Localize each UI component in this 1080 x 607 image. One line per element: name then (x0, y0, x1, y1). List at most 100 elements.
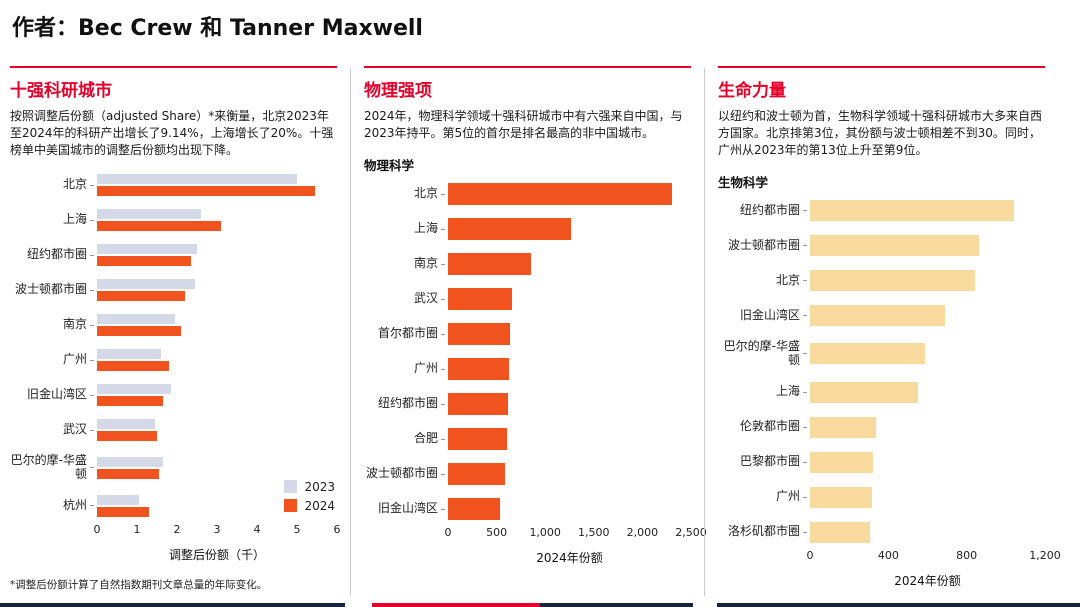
bar-row: 合肥 (364, 428, 691, 451)
bar-2024 (97, 291, 185, 302)
bar-row: 巴尔的摩-华盛顿 (10, 453, 337, 482)
bar-row: 纽约都市圈 (718, 200, 1045, 222)
bar-group (448, 393, 691, 416)
bar-2024 (810, 200, 1014, 222)
chart-axis: 0 400 800 1,200 (807, 548, 1061, 563)
axis-tick-label: 1 (133, 522, 141, 536)
bar-row: 巴黎都市圈 (718, 451, 1045, 473)
bar-2024 (810, 521, 870, 543)
tick-mark (90, 289, 94, 291)
bar-row: 上海 (10, 209, 337, 232)
bar-group (97, 494, 337, 517)
bar-2023 (97, 314, 175, 325)
category-label: 巴尔的摩-华盛顿 (723, 339, 800, 367)
bar-2024 (97, 506, 149, 517)
axis-tick-label: 1,500 (578, 526, 610, 540)
category-label: 北京 (413, 186, 438, 201)
legend-swatch-2023 (284, 480, 298, 494)
section-life-sciences: 生命力量 以纽约和波士顿为首，生物科学领域十强科研城市大多来自西方国家。北京排第… (704, 66, 1061, 596)
section-physics: 物理强项 2024年，物理科学领域十强科研城市中有六强来自中国，与2023年持平… (350, 66, 707, 596)
category-label: 北京 (62, 177, 87, 192)
axis-title: 调整后份额（千） (168, 547, 265, 562)
bar-2024 (97, 431, 157, 442)
category-label: 纽约都市圈 (26, 247, 87, 262)
bar-group (810, 451, 1045, 473)
axis-tick-label: 3 (213, 522, 221, 536)
bar-group (97, 384, 337, 407)
bar-2023 (97, 244, 197, 255)
bar-group (97, 244, 337, 267)
axis-tick-label: 2 (173, 522, 181, 536)
tick-mark (90, 254, 94, 256)
chart-subtitle-life-sciences: 生物科学 (718, 175, 769, 191)
bar-2024 (448, 183, 672, 206)
tick-mark (803, 245, 807, 247)
bar-row: 武汉 (10, 419, 337, 442)
bar-row: 波士顿都市圈 (364, 463, 691, 486)
bar-group (810, 200, 1045, 222)
bar-2023 (97, 419, 155, 430)
section-title-life-sciences: 生命力量 (718, 81, 786, 101)
page-title: 作者：Bec Crew 和 Tanner Maxwell (12, 16, 423, 41)
tick-mark (803, 353, 807, 355)
main-content: 十强科研城市 按照调整后份额（adjusted Share）*来衡量，北京202… (0, 42, 1080, 596)
category-label: 巴尔的摩-华盛顿 (10, 453, 87, 481)
bar-2024 (810, 451, 874, 473)
bar-2024 (448, 288, 513, 311)
category-label: 首尔都市圈 (377, 326, 438, 341)
axis-tick-label: 400 (877, 548, 899, 562)
tick-mark (441, 403, 445, 405)
bar-group (810, 235, 1045, 257)
bar-row: 旧金山湾区 (718, 305, 1045, 327)
tick-mark (90, 467, 94, 469)
bar-group (97, 209, 337, 232)
bar-group (97, 456, 337, 479)
bar-row: 旧金山湾区 (10, 384, 337, 407)
bar-2024 (448, 393, 508, 416)
axis-tick-label: 4 (253, 522, 261, 536)
section-body-top-cities: 按照调整后份额（adjusted Share）*来衡量，北京2023年至2024… (10, 109, 334, 158)
bar-2024 (448, 428, 507, 451)
category-label: 波士顿都市圈 (14, 282, 87, 297)
axis-title: 2024年份额 (536, 551, 603, 566)
category-label: 南京 (62, 317, 87, 332)
chart-life-sciences: 纽约都市圈 波士顿都市圈 北京 旧金山湾区 巴尔的摩-华盛顿 上海 伦敦都市圈 巴黎都市圈 广州… (718, 200, 1061, 589)
tick-mark (441, 298, 445, 300)
tick-mark (441, 193, 445, 195)
tick-mark (803, 531, 807, 533)
bar-2024 (97, 186, 315, 197)
category-label: 武汉 (62, 422, 87, 437)
bar-group (97, 314, 337, 337)
bar-2024 (810, 343, 925, 365)
tick-mark (441, 508, 445, 510)
category-label: 波士顿都市圈 (365, 466, 438, 481)
legend-swatch-2024 (284, 499, 298, 513)
axis-tick-label: 1,200 (1029, 548, 1061, 562)
category-label: 上海 (775, 384, 800, 399)
bar-row: 北京 (364, 183, 691, 206)
category-label: 波士顿都市圈 (727, 237, 800, 252)
bar-2024 (810, 381, 918, 403)
tick-mark (803, 496, 807, 498)
axis-tick-label: 2,000 (626, 526, 659, 540)
tick-mark (803, 315, 807, 317)
bar-group (448, 288, 691, 311)
bar-2024 (97, 468, 159, 479)
tick-mark (441, 333, 445, 335)
bar-group (810, 270, 1045, 292)
bar-group (97, 349, 337, 372)
bar-2024 (448, 218, 572, 241)
category-label: 北京 (775, 272, 800, 287)
tick-mark (441, 368, 445, 370)
chart-rows: 纽约都市圈 波士顿都市圈 北京 旧金山湾区 巴尔的摩-华盛顿 上海 伦敦都市圈 巴黎都市圈 广州… (718, 200, 1045, 543)
footnote: *调整后份额计算了自然指数期刊文章总量的年际变化。 (10, 578, 268, 591)
bar-2023 (97, 279, 195, 290)
tick-mark (90, 324, 94, 326)
tick-mark (90, 429, 94, 431)
category-label: 旧金山湾区 (739, 307, 800, 322)
category-label: 洛杉矶都市圈 (727, 524, 800, 539)
axis-tick-label: 500 (486, 526, 508, 540)
category-label: 纽约都市圈 (739, 202, 800, 217)
bar-row: 洛杉矶都市圈 (718, 521, 1045, 543)
